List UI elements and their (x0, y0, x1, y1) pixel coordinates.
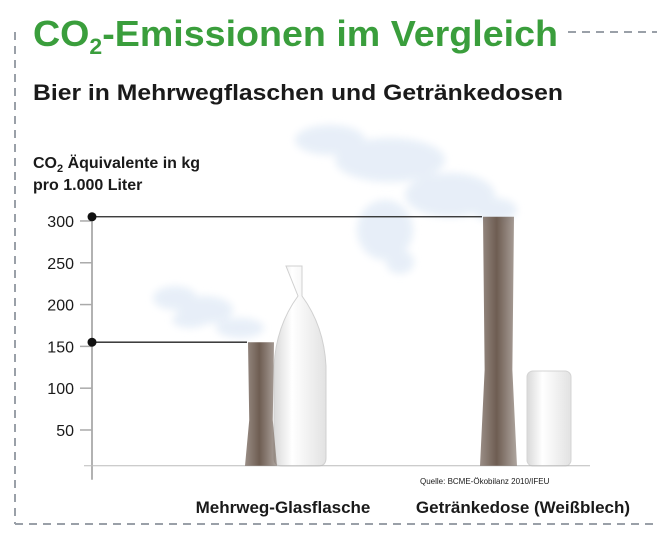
bottle (274, 266, 326, 466)
y-label-part: Äquivalente in kg (63, 154, 200, 172)
reference-dot (88, 338, 97, 347)
x-tick-label: Getränkedose (Weißblech) (416, 498, 630, 517)
can (527, 371, 571, 466)
clouds (153, 125, 517, 338)
chimney (245, 342, 277, 466)
x-tick-label: Mehrweg-Glasflasche (196, 498, 371, 517)
y-label-part: CO (33, 155, 57, 172)
y-tick-label: 300 (47, 214, 74, 231)
y-tick-label: 200 (47, 298, 74, 315)
subtitle: Bier in Mehrwegflaschen und Getränkedose… (33, 80, 563, 105)
y-tick-label: 100 (47, 381, 74, 398)
title-subscript: 2 (89, 34, 102, 59)
y-tick-label: 50 (56, 423, 74, 440)
title-part: CO (33, 13, 89, 54)
plot: 50 100 150 200 250 300 Mehrweg-Glasflasche Getr… (47, 212, 630, 517)
y-axis-label: CO2 Äquivalente in kg (33, 154, 200, 175)
y-tick-label: 250 (47, 256, 74, 273)
y-axis-label: pro 1.000 Liter (33, 177, 142, 194)
reference-dot (88, 212, 97, 221)
chimney (480, 217, 517, 466)
y-tick-label: 150 (47, 339, 74, 356)
infographic: CO2-Emissionen im Vergleich Bier in Mehr… (0, 0, 657, 533)
source-note: Quelle: BCME-Ökobilanz 2010/IFEU (420, 477, 550, 486)
title-part: -Emissionen im Vergleich (102, 13, 558, 54)
